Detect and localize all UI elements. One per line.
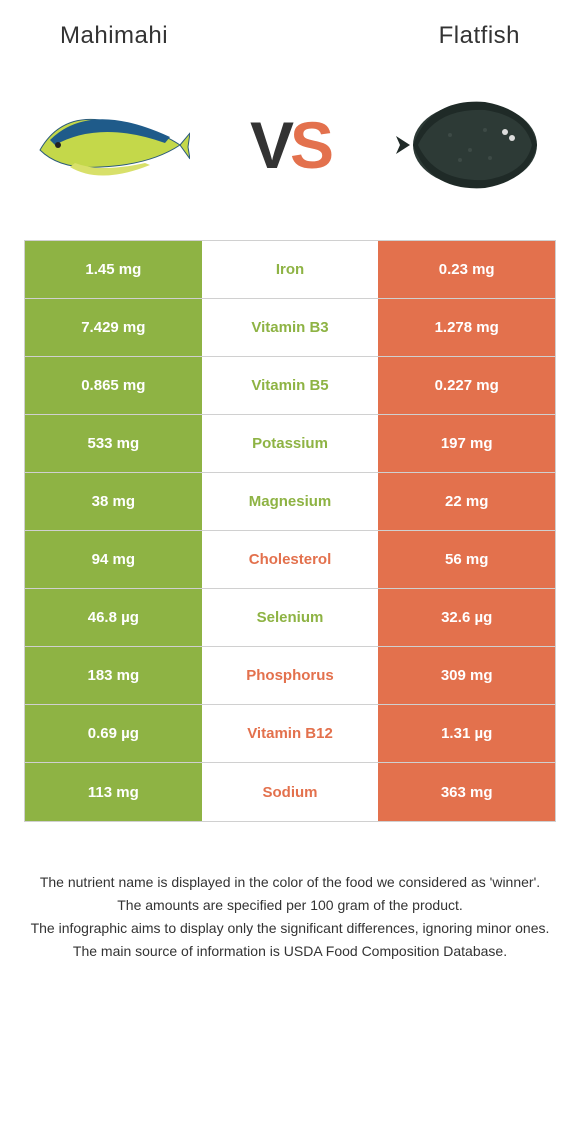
footer-line: The nutrient name is displayed in the co… xyxy=(30,872,550,893)
left-value: 38 mg xyxy=(25,473,202,530)
hero-row: VS xyxy=(0,60,580,240)
vs-v: V xyxy=(250,107,290,183)
left-food-title: Mahimahi xyxy=(60,22,168,50)
table-row: 533 mgPotassium197 mg xyxy=(25,415,555,473)
right-value: 0.23 mg xyxy=(378,241,555,298)
right-value: 197 mg xyxy=(378,415,555,472)
mahimahi-image xyxy=(30,85,190,205)
left-value: 533 mg xyxy=(25,415,202,472)
right-value: 0.227 mg xyxy=(378,357,555,414)
right-value: 363 mg xyxy=(378,763,555,821)
table-row: 38 mgMagnesium22 mg xyxy=(25,473,555,531)
left-value: 1.45 mg xyxy=(25,241,202,298)
nutrient-label: Potassium xyxy=(202,415,379,472)
right-value: 22 mg xyxy=(378,473,555,530)
right-value: 1.278 mg xyxy=(378,299,555,356)
table-row: 183 mgPhosphorus309 mg xyxy=(25,647,555,705)
right-value: 309 mg xyxy=(378,647,555,704)
table-row: 0.865 mgVitamin B50.227 mg xyxy=(25,357,555,415)
nutrient-label: Vitamin B3 xyxy=(202,299,379,356)
left-value: 0.865 mg xyxy=(25,357,202,414)
right-food-title: Flatfish xyxy=(439,22,520,50)
footer-line: The infographic aims to display only the… xyxy=(30,918,550,939)
nutrient-label: Phosphorus xyxy=(202,647,379,704)
nutrient-label: Sodium xyxy=(202,763,379,821)
table-row: 94 mgCholesterol56 mg xyxy=(25,531,555,589)
table-row: 113 mgSodium363 mg xyxy=(25,763,555,821)
header: Mahimahi Flatfish xyxy=(0,0,580,60)
left-value: 0.69 µg xyxy=(25,705,202,762)
footer-line: The main source of information is USDA F… xyxy=(30,941,550,962)
vs-s: S xyxy=(290,107,330,183)
footer-notes: The nutrient name is displayed in the co… xyxy=(0,822,580,962)
nutrient-label: Cholesterol xyxy=(202,531,379,588)
left-value: 46.8 µg xyxy=(25,589,202,646)
right-value: 56 mg xyxy=(378,531,555,588)
left-value: 113 mg xyxy=(25,763,202,821)
nutrient-label: Selenium xyxy=(202,589,379,646)
nutrient-table: 1.45 mgIron0.23 mg7.429 mgVitamin B31.27… xyxy=(24,240,556,822)
table-row: 7.429 mgVitamin B31.278 mg xyxy=(25,299,555,357)
footer-line: The amounts are specified per 100 gram o… xyxy=(30,895,550,916)
table-row: 0.69 µgVitamin B121.31 µg xyxy=(25,705,555,763)
nutrient-label: Vitamin B5 xyxy=(202,357,379,414)
flatfish-image xyxy=(390,85,550,205)
right-value: 1.31 µg xyxy=(378,705,555,762)
left-value: 7.429 mg xyxy=(25,299,202,356)
left-value: 94 mg xyxy=(25,531,202,588)
vs-label: VS xyxy=(250,107,330,183)
nutrient-label: Vitamin B12 xyxy=(202,705,379,762)
left-value: 183 mg xyxy=(25,647,202,704)
table-row: 46.8 µgSelenium32.6 µg xyxy=(25,589,555,647)
right-value: 32.6 µg xyxy=(378,589,555,646)
table-row: 1.45 mgIron0.23 mg xyxy=(25,241,555,299)
nutrient-label: Magnesium xyxy=(202,473,379,530)
nutrient-label: Iron xyxy=(202,241,379,298)
